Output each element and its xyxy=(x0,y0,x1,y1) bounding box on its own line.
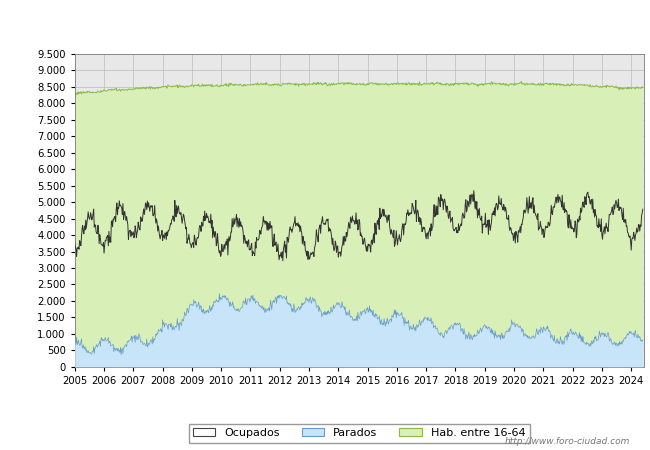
Text: http://www.foro-ciudad.com: http://www.foro-ciudad.com xyxy=(505,436,630,446)
Text: Abarán - Evolucion de la poblacion en edad de Trabajar Mayo de 2024: Abarán - Evolucion de la poblacion en ed… xyxy=(91,17,559,30)
Legend: Ocupados, Parados, Hab. entre 16-64: Ocupados, Parados, Hab. entre 16-64 xyxy=(188,423,530,442)
